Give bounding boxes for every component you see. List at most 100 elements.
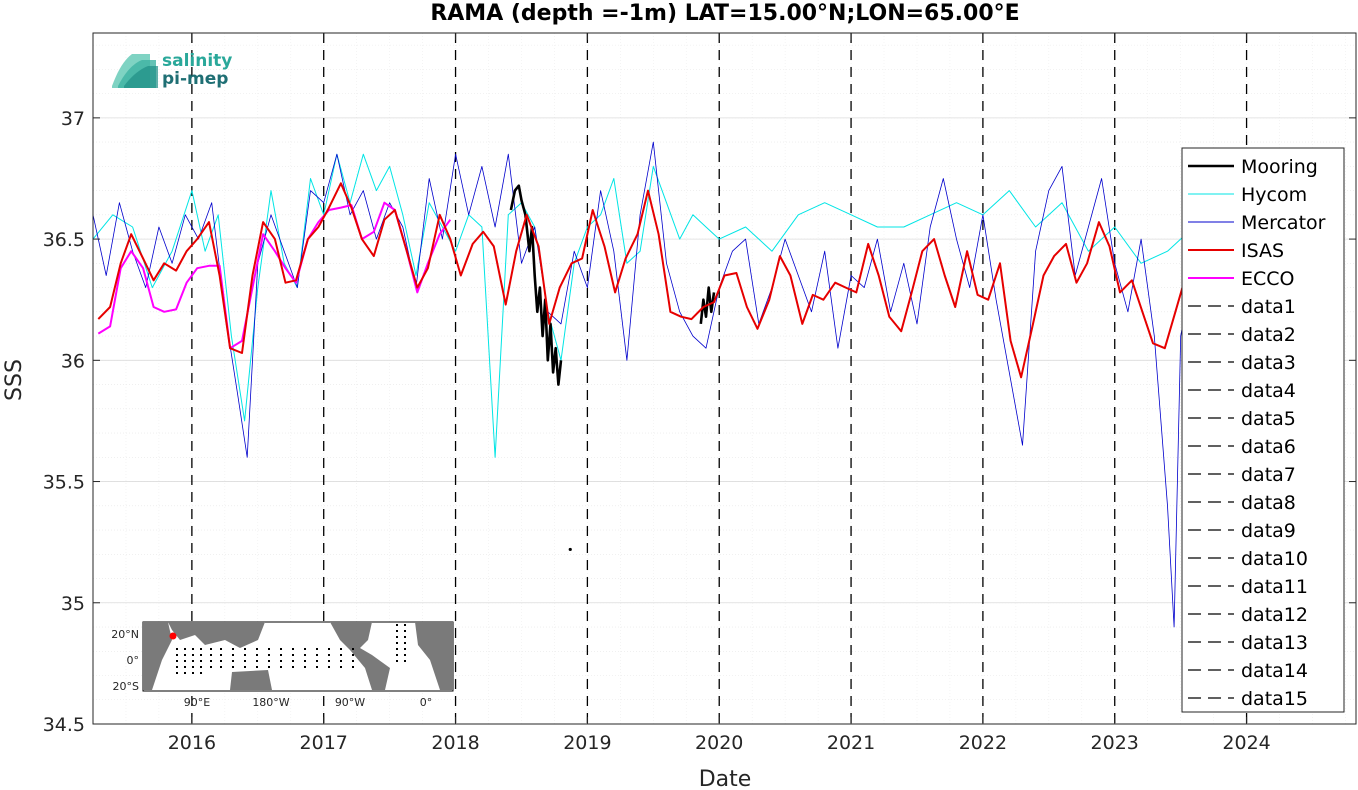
legend-label: data6 <box>1241 436 1296 458</box>
logo-wave-icon-3 <box>124 66 158 88</box>
series-point-mooring <box>568 547 572 552</box>
map-buoy-dot <box>256 660 258 662</box>
map-buoy-dot <box>396 636 398 638</box>
map-buoy-dot <box>192 666 194 668</box>
legend-label: data12 <box>1241 604 1308 626</box>
legend-label: data9 <box>1241 520 1296 542</box>
map-buoy-dot <box>200 660 202 662</box>
map-buoy-dot <box>396 642 398 644</box>
map-buoy-dot <box>316 648 318 650</box>
map-buoy-dot <box>244 660 246 662</box>
map-buoy-dot <box>256 666 258 668</box>
legend-label: data3 <box>1241 352 1296 374</box>
y-tick-label: 35.5 <box>43 472 85 494</box>
map-buoy-dot <box>232 660 234 662</box>
map-buoy-dot <box>404 624 406 626</box>
map-buoy-dot <box>192 654 194 656</box>
y-axis-ticks: 34.5 35 35.5 36 36.5 37 <box>43 108 1356 736</box>
legend: Mooring Hycom Mercator ISAS ECCO data1 data2 da… <box>1181 147 1345 713</box>
map-buoy-dot <box>340 654 342 656</box>
map-buoy-dot <box>352 648 354 650</box>
map-buoy-dot <box>328 666 330 668</box>
y-tick-label: 36 <box>61 350 85 372</box>
legend-items: Mooring Hycom Mercator ISAS ECCO data1 data2 da… <box>1188 156 1326 710</box>
map-lat-label-20s: 20°S <box>113 680 139 693</box>
map-buoy-dot <box>256 648 258 650</box>
map-buoy-dot <box>268 648 270 650</box>
legend-label: Mercator <box>1241 212 1326 234</box>
map-buoy-dot <box>232 654 234 656</box>
y-axis-label: SSS <box>2 359 27 401</box>
map-buoy-dot <box>210 654 212 656</box>
inset-map-americas-landmass <box>330 622 390 690</box>
map-buoy-dot <box>268 666 270 668</box>
map-buoy-dot <box>316 654 318 656</box>
map-buoy-dot <box>292 660 294 662</box>
map-lon-label-90e: 90°E <box>184 696 210 709</box>
map-buoy-dot <box>176 648 178 650</box>
x-tick-label: 2018 <box>431 732 479 754</box>
x-axis-label: Date <box>699 767 752 790</box>
map-buoy-dot <box>176 672 178 674</box>
legend-box <box>1181 147 1345 713</box>
legend-label: data7 <box>1241 464 1296 486</box>
map-buoy-dot <box>304 660 306 662</box>
map-buoy-dot <box>292 666 294 668</box>
map-lon-label-0: 0° <box>420 696 433 709</box>
legend-label: data1 <box>1241 296 1296 318</box>
map-buoy-dot <box>404 630 406 632</box>
map-buoy-dot <box>200 648 202 650</box>
map-buoy-dot <box>304 654 306 656</box>
map-buoy-dot <box>244 648 246 650</box>
map-buoy-dot <box>176 666 178 668</box>
map-buoy-dot <box>184 654 186 656</box>
map-buoy-dot <box>328 660 330 662</box>
map-buoy-dot <box>280 654 282 656</box>
map-buoy-dot <box>396 654 398 656</box>
map-buoy-dot <box>184 660 186 662</box>
map-buoy-dot <box>192 672 194 674</box>
legend-label: data14 <box>1241 660 1308 682</box>
x-tick-label: 2023 <box>1091 732 1139 754</box>
x-tick-label: 2019 <box>563 732 611 754</box>
x-tick-label: 2024 <box>1222 732 1270 754</box>
inset-map-mooring-dots <box>176 624 406 674</box>
series-line-mooring <box>509 184 563 386</box>
map-buoy-dot <box>396 660 398 662</box>
map-buoy-dot <box>396 624 398 626</box>
legend-label: ISAS <box>1241 240 1284 262</box>
map-buoy-dot <box>304 648 306 650</box>
series-line-mercator <box>93 141 1208 628</box>
map-buoy-dot <box>404 654 406 656</box>
legend-label: data11 <box>1241 576 1308 598</box>
map-buoy-dot <box>280 660 282 662</box>
map-buoy-dot <box>184 672 186 674</box>
map-buoy-dot <box>176 660 178 662</box>
series-line-isas <box>97 182 1199 379</box>
inset-map-africa-landmass <box>143 622 172 690</box>
map-buoy-dot <box>232 666 234 668</box>
y-tick-label: 36.5 <box>43 229 85 251</box>
legend-label: data8 <box>1241 492 1296 514</box>
map-buoy-dot <box>210 666 212 668</box>
map-lon-label-180w: 180°W <box>252 696 289 709</box>
x-tick-label: 2022 <box>959 732 1007 754</box>
map-buoy-dot <box>316 666 318 668</box>
map-buoy-dot <box>176 654 178 656</box>
series-layer <box>93 141 1208 628</box>
map-buoy-dot <box>210 660 212 662</box>
legend-label: data10 <box>1241 548 1308 570</box>
map-buoy-dot <box>404 648 406 650</box>
inset-map-asia-landmass <box>168 622 265 648</box>
map-lat-label-20n: 20°N <box>111 628 139 641</box>
map-buoy-dot <box>340 660 342 662</box>
legend-label: Hycom <box>1241 184 1307 206</box>
x-tick-label: 2017 <box>300 732 348 754</box>
plot-area <box>93 33 1356 724</box>
map-buoy-dot <box>268 654 270 656</box>
map-buoy-dot <box>210 648 212 650</box>
map-buoy-dot <box>328 648 330 650</box>
y-tick-label: 37 <box>61 108 85 130</box>
map-buoy-dot <box>292 648 294 650</box>
